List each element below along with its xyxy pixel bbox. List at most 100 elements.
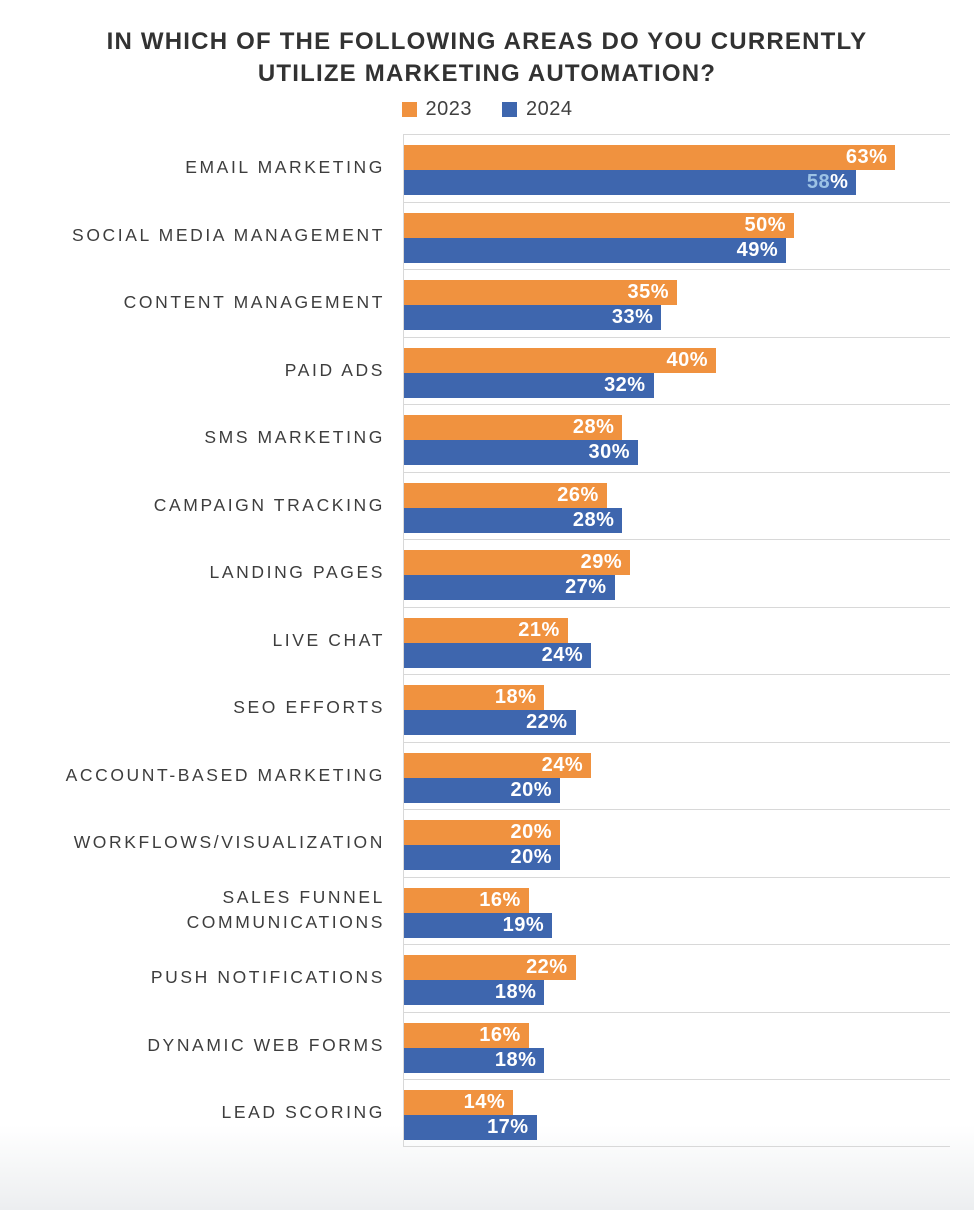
bar-2023: 22% bbox=[404, 955, 576, 981]
bar-2024: 30% bbox=[404, 440, 638, 466]
chart-row: SEO EFFORTS 18% 22% bbox=[0, 674, 974, 742]
legend-label-2023: 2023 bbox=[425, 98, 472, 120]
value-label: 26% bbox=[557, 483, 599, 506]
bar-2023: 24% bbox=[404, 752, 592, 778]
bar-2024: 22% bbox=[404, 710, 576, 736]
category-label: SALES FUNNEL COMMUNICATIONS bbox=[186, 886, 385, 933]
bar-2023: 40% bbox=[404, 347, 716, 373]
category-label: SEO EFFORTS bbox=[233, 697, 385, 718]
category-label: PUSH NOTIFICATIONS bbox=[150, 967, 385, 988]
category-label: CONTENT MANAGEMENT bbox=[123, 292, 385, 313]
plot-area: 24% 20% bbox=[403, 741, 950, 809]
plot-area: 35% 33% bbox=[403, 269, 950, 337]
legend-swatch-2024-icon bbox=[502, 102, 517, 117]
bar-2023: 50% bbox=[404, 212, 794, 238]
bar-2024: 18% bbox=[404, 980, 545, 1006]
chart-title-line-2: UTILIZE MARKETING AUTOMATION? bbox=[257, 60, 717, 87]
value-label: 28% bbox=[572, 508, 615, 531]
value-label: 24% bbox=[541, 643, 584, 666]
bar-2023: 16% bbox=[404, 1022, 529, 1048]
chart-row: SMS MARKETING 28% 30% bbox=[0, 404, 974, 472]
bar-2023: 14% bbox=[404, 1089, 514, 1115]
bar-2023: 16% bbox=[404, 887, 529, 913]
legend-label-2024: 2024 bbox=[526, 98, 573, 120]
value-label: 50% bbox=[744, 213, 786, 236]
chart-row: EMAIL MARKETING 63% 58% bbox=[0, 134, 974, 202]
chart-row: WORKFLOWS/VISUALIZATION 20% 20% bbox=[0, 809, 974, 877]
bar-2024: 17% bbox=[404, 1114, 537, 1140]
bar-2024: 19% bbox=[404, 912, 553, 938]
plot-area: 16% 18% bbox=[403, 1011, 950, 1079]
category-label: DYNAMIC WEB FORMS bbox=[147, 1034, 385, 1055]
value-label: 18% bbox=[494, 686, 537, 709]
bar-2024: 33% bbox=[404, 305, 662, 331]
category-label: LIVE CHAT bbox=[272, 629, 385, 650]
category-label: EMAIL MARKETING bbox=[185, 157, 385, 178]
value-label: 18% bbox=[494, 981, 537, 1004]
value-label: 49% bbox=[736, 238, 779, 261]
value-label: 28% bbox=[572, 416, 615, 439]
legend-item-2023: 2023 bbox=[401, 98, 473, 121]
chart-row: PAID ADS 40% 32% bbox=[0, 336, 974, 404]
bar-2024: 32% bbox=[404, 372, 654, 398]
plot-area: 18% 22% bbox=[403, 674, 950, 742]
category-label: PAID ADS bbox=[284, 359, 385, 380]
category-label: SMS MARKETING bbox=[204, 427, 385, 448]
chart-row: ACCOUNT-BASED MARKETING 24% 20% bbox=[0, 741, 974, 809]
plot-area: 63% 58% bbox=[403, 134, 950, 202]
value-label: 19% bbox=[502, 913, 545, 936]
bar-2023: 21% bbox=[404, 617, 568, 643]
category-label: LEAD SCORING bbox=[221, 1102, 385, 1123]
value-label: 20% bbox=[510, 821, 552, 844]
chart-row: SOCIAL MEDIA MANAGEMENT 50% 49% bbox=[0, 201, 974, 269]
value-label: 32% bbox=[604, 373, 646, 396]
category-label: WORKFLOWS/VISUALIZATION bbox=[73, 832, 385, 853]
bar-2024: 20% bbox=[404, 777, 560, 803]
plot-area: 20% 20% bbox=[403, 809, 950, 877]
value-label: 63% bbox=[845, 146, 888, 169]
value-label: 27% bbox=[565, 576, 607, 599]
value-label: 35% bbox=[627, 281, 669, 304]
bar-2024: 20% bbox=[404, 845, 560, 871]
bar-2024: 18% bbox=[404, 1047, 545, 1073]
value-label: 33% bbox=[611, 306, 654, 329]
bar-2023: 18% bbox=[404, 685, 545, 711]
plot-area: 28% 30% bbox=[403, 404, 950, 472]
chart-row: PUSH NOTIFICATIONS 22% 18% bbox=[0, 944, 974, 1012]
value-label: 24% bbox=[541, 753, 584, 776]
value-label: 18% bbox=[494, 1048, 537, 1071]
value-label: 29% bbox=[580, 551, 623, 574]
bar-2023: 35% bbox=[404, 280, 677, 306]
bar-2023: 63% bbox=[404, 145, 896, 171]
value-label: 20% bbox=[510, 778, 552, 801]
bar-2023: 26% bbox=[404, 482, 607, 508]
bar-2024: 27% bbox=[404, 575, 615, 601]
value-label: 30% bbox=[588, 441, 630, 464]
bar-2023: 28% bbox=[404, 415, 623, 441]
chart-title-line-1: IN WHICH OF THE FOLLOWING AREAS DO YOU C… bbox=[106, 28, 868, 55]
chart-row: LEAD SCORING 14% 17% bbox=[0, 1079, 974, 1147]
bar-2023: 20% bbox=[404, 820, 560, 846]
value-label: 21% bbox=[518, 618, 560, 641]
value-label: 40% bbox=[666, 348, 708, 371]
bar-2024: 49% bbox=[404, 237, 787, 263]
category-label: LANDING PAGES bbox=[209, 562, 385, 583]
chart-row: CAMPAIGN TRACKING 26% 28% bbox=[0, 471, 974, 539]
value-label: 22% bbox=[526, 711, 568, 734]
chart-row: SALES FUNNEL COMMUNICATIONS 16% 19% bbox=[0, 876, 974, 944]
plot-area: 26% 28% bbox=[403, 471, 950, 539]
value-label: 14% bbox=[463, 1090, 506, 1113]
plot-area: 40% 32% bbox=[403, 336, 950, 404]
value-label: 20% bbox=[510, 846, 552, 869]
value-label: 17% bbox=[487, 1115, 529, 1138]
chart-row: LIVE CHAT 21% 24% bbox=[0, 606, 974, 674]
category-label: SOCIAL MEDIA MANAGEMENT bbox=[72, 224, 385, 245]
plot-area: 16% 19% bbox=[403, 876, 950, 944]
chart-title: IN WHICH OF THE FOLLOWING AREAS DO YOU C… bbox=[0, 26, 974, 90]
legend-swatch-2023-icon bbox=[401, 102, 417, 117]
legend-item-2024: 2024 bbox=[502, 98, 573, 121]
bar-2023: 29% bbox=[404, 550, 631, 576]
category-label: CAMPAIGN TRACKING bbox=[153, 494, 385, 515]
plot-area: 50% 49% bbox=[403, 201, 950, 269]
value-label: 16% bbox=[479, 888, 521, 911]
